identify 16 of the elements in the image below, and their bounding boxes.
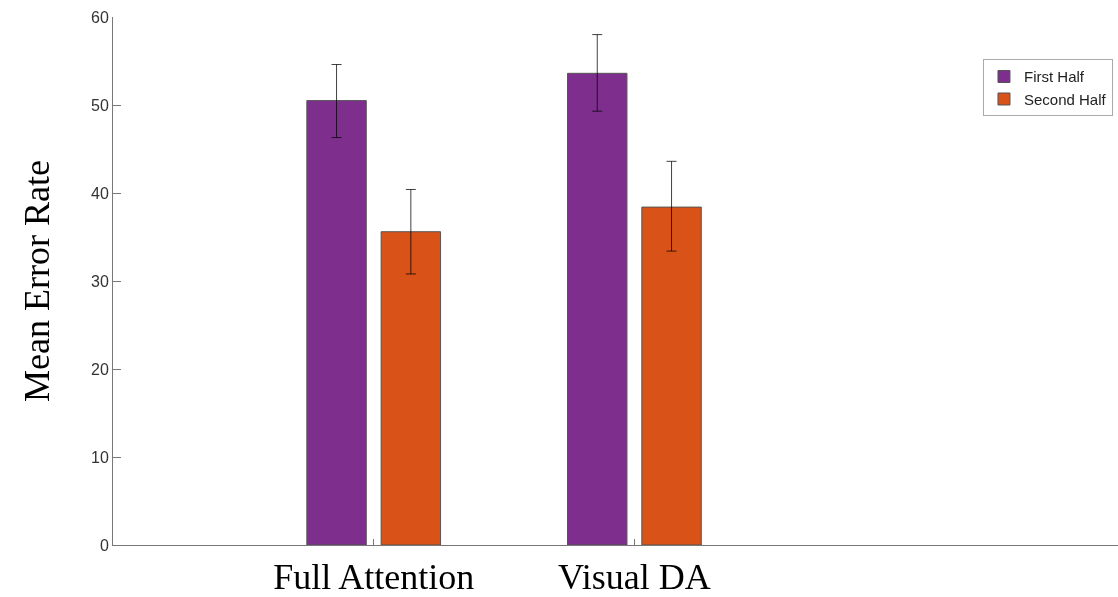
y-tick-label: 0 bbox=[99, 536, 109, 554]
y-tick-label: 10 bbox=[91, 448, 109, 466]
legend-label: First Half bbox=[1023, 68, 1085, 86]
y-tick-label: 20 bbox=[91, 360, 109, 378]
y-tick-label: 40 bbox=[91, 184, 109, 202]
y-tick-label: 50 bbox=[91, 96, 109, 114]
bar bbox=[567, 72, 628, 545]
bar bbox=[641, 206, 702, 545]
legend-label: Second Half bbox=[1023, 90, 1107, 108]
y-axis-title: Mean Error Rate bbox=[16, 160, 57, 402]
y-tick-label: 30 bbox=[91, 272, 109, 290]
bar bbox=[380, 231, 442, 545]
x-tick-label: Full Attention bbox=[273, 557, 475, 597]
y-tick-label: 60 bbox=[91, 8, 109, 26]
bar bbox=[306, 100, 367, 545]
x-tick-label: Visual DA bbox=[557, 557, 711, 597]
